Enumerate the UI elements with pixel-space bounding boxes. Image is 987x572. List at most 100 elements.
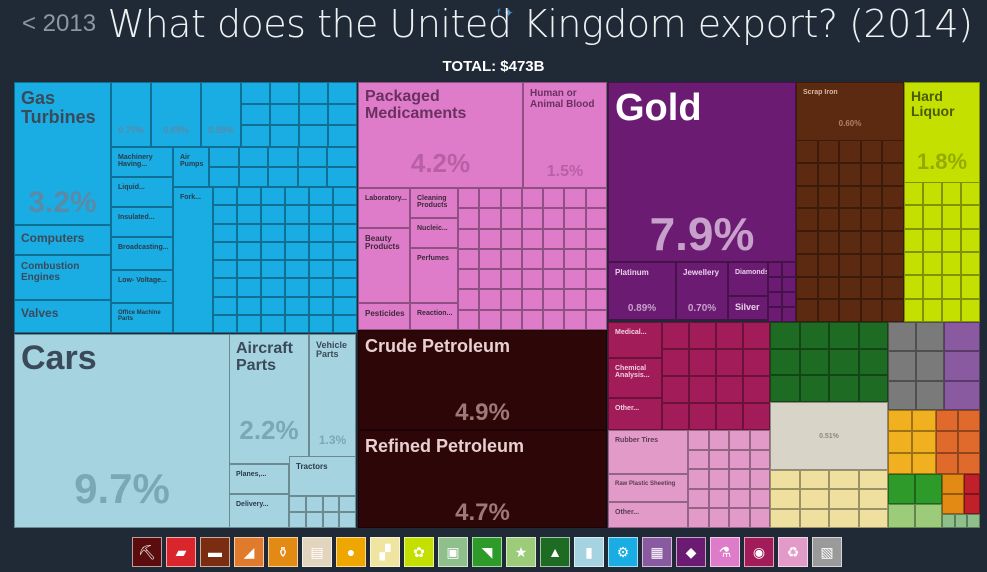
- tile-fork-[interactable]: Fork...: [173, 187, 213, 333]
- treemap-subtile[interactable]: [585, 208, 607, 229]
- treemap-subtile[interactable]: [543, 269, 565, 290]
- treemap-subtile[interactable]: [839, 231, 861, 254]
- tile-low-voltage-[interactable]: Low- Voltage...: [111, 270, 173, 303]
- treemap-subtile[interactable]: [458, 248, 480, 270]
- treemap-subtile[interactable]: [923, 228, 942, 252]
- treemap-subtile[interactable]: [888, 380, 916, 410]
- treemap-subtile[interactable]: [662, 376, 689, 403]
- tile-other-[interactable]: Other...: [608, 398, 662, 430]
- treemap-subtile[interactable]: [882, 231, 904, 254]
- treemap-subtile[interactable]: [500, 289, 522, 310]
- treemap-subtile[interactable]: [261, 278, 285, 297]
- treemap-subtile[interactable]: [328, 82, 357, 104]
- foodstuffs-category-icon[interactable]: ⚱: [268, 537, 298, 567]
- treemap-subtile[interactable]: [961, 298, 980, 322]
- tile-combustion-engines[interactable]: Combustion Engines: [14, 255, 111, 300]
- treemap-subtile[interactable]: [500, 188, 522, 209]
- animal-products-category-icon[interactable]: ▞: [370, 537, 400, 567]
- treemap-subtile[interactable]: [305, 496, 323, 512]
- treemap-subtile[interactable]: [958, 431, 980, 453]
- treemap-subtile[interactable]: [817, 208, 840, 231]
- treemap-subtile[interactable]: [543, 208, 565, 229]
- treemap-subtile[interactable]: [915, 504, 942, 528]
- treemap-subtile[interactable]: [858, 489, 888, 509]
- treemap-subtile[interactable]: [285, 241, 309, 260]
- treemap-subtile[interactable]: [916, 380, 944, 410]
- treemap-subtile[interactable]: [749, 449, 770, 470]
- treemap-subtile[interactable]: [585, 248, 607, 270]
- social-share-icons[interactable]: f ✦: [497, 6, 514, 20]
- tile-aircraft-parts[interactable]: Aircraft Parts 2.2%: [229, 334, 309, 464]
- treemap-subtile[interactable]: [770, 322, 800, 349]
- treemap-subtile[interactable]: [770, 470, 800, 490]
- tile-gas-turbines[interactable]: Gas Turbines 3.2%: [14, 82, 111, 225]
- treemap-subtile[interactable]: [213, 260, 237, 279]
- treemap-subtile[interactable]: [912, 431, 936, 453]
- treemap-subtile[interactable]: [912, 410, 936, 432]
- treemap-subtile[interactable]: [729, 430, 750, 450]
- treemap-subtile[interactable]: [770, 375, 800, 402]
- treemap-subtile[interactable]: [261, 205, 285, 224]
- treemap-subtile[interactable]: [662, 349, 689, 376]
- treemap-subtile[interactable]: [268, 167, 298, 187]
- treemap-subtile[interactable]: [768, 307, 782, 322]
- treemap-subtile[interactable]: [799, 508, 829, 528]
- treemap-subtile[interactable]: [796, 162, 818, 186]
- stone-category-icon[interactable]: ▬: [200, 537, 230, 567]
- treemap-subtile[interactable]: [799, 489, 829, 509]
- treemap-subtile[interactable]: [916, 322, 944, 352]
- tile-rubber-tires[interactable]: Rubber Tires: [608, 430, 688, 474]
- treemap-subtile[interactable]: [817, 276, 840, 300]
- treemap-subtile[interactable]: [882, 299, 904, 322]
- treemap-subtile[interactable]: [796, 140, 818, 163]
- treemap-subtile[interactable]: [708, 449, 729, 470]
- treemap-subtile[interactable]: [915, 474, 942, 504]
- tile-crude-petroleum[interactable]: Crude Petroleum 4.9%: [358, 330, 607, 430]
- tile-air-pumps[interactable]: Air Pumps: [173, 147, 209, 187]
- treemap-subtile[interactable]: [860, 162, 883, 186]
- treemap-subtile[interactable]: [839, 276, 861, 300]
- treemap-subtile[interactable]: [213, 187, 237, 206]
- tile-medical-[interactable]: Medical...: [608, 322, 662, 358]
- treemap-subtile[interactable]: [237, 314, 261, 333]
- treemap-subtile[interactable]: [479, 188, 501, 209]
- treemap-subtile[interactable]: [285, 278, 309, 297]
- treemap-subtile[interactable]: [328, 103, 357, 126]
- treemap-subtile[interactable]: [904, 205, 923, 229]
- treemap-subtile[interactable]: [333, 296, 357, 315]
- instruments-category-icon[interactable]: ◉: [744, 537, 774, 567]
- tile-pesticides[interactable]: Pesticides: [358, 303, 410, 330]
- treemap-subtile[interactable]: [237, 278, 261, 297]
- mineral-products-category-icon[interactable]: ⛏: [132, 537, 162, 567]
- treemap-subtile[interactable]: [213, 205, 237, 224]
- tile-perfumes[interactable]: Perfumes: [410, 248, 458, 303]
- treemap-subtile[interactable]: [333, 260, 357, 279]
- treemap-subtile[interactable]: [729, 469, 750, 489]
- treemap-subtile[interactable]: [829, 489, 859, 509]
- treemap-subtile[interactable]: [458, 309, 480, 330]
- treemap-subtile[interactable]: [500, 309, 522, 330]
- treemap-subtile[interactable]: [839, 162, 861, 186]
- tile-0-51-[interactable]: 0.51%: [770, 402, 888, 470]
- treemap-subtile[interactable]: [782, 307, 796, 322]
- treemap-subtile[interactable]: [936, 410, 958, 432]
- treemap-subtile[interactable]: [782, 277, 796, 292]
- treemap-subtile[interactable]: [860, 185, 883, 209]
- vegetable-products-category-icon[interactable]: ●: [336, 537, 366, 567]
- treemap-subtile[interactable]: [521, 208, 544, 229]
- treemap-subtile[interactable]: [500, 228, 522, 249]
- treemap-subtile[interactable]: [936, 431, 958, 453]
- treemap-subtile[interactable]: [309, 187, 333, 206]
- treemap-subtile[interactable]: [213, 241, 237, 260]
- treemap-subtile[interactable]: [458, 289, 480, 310]
- treemap-subtile[interactable]: [749, 488, 770, 509]
- treemap-subtile[interactable]: [858, 322, 888, 349]
- tile-valves[interactable]: Valves: [14, 300, 111, 333]
- treemap-subtile[interactable]: [238, 147, 269, 167]
- treemap-subtile[interactable]: [688, 449, 709, 470]
- treemap-subtile[interactable]: [662, 403, 689, 430]
- treemap-subtile[interactable]: [662, 322, 689, 349]
- treemap-subtile[interactable]: [796, 253, 818, 277]
- treemap-subtile[interactable]: [942, 275, 961, 299]
- treemap-subtile[interactable]: [564, 228, 586, 249]
